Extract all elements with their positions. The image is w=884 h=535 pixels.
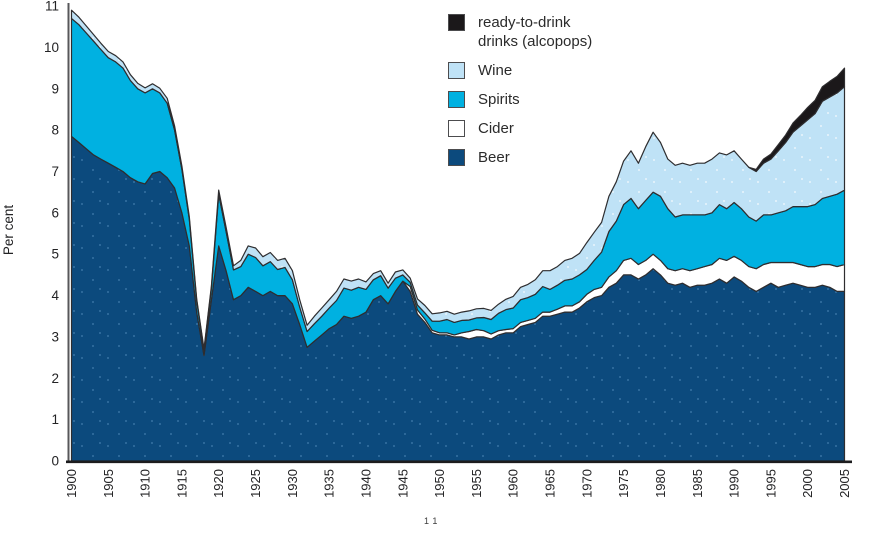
y-tick-label: 0 (51, 454, 59, 469)
rtd-swatch (448, 14, 465, 31)
legend-item-beer: Beer (448, 148, 648, 167)
y-axis-title: Per cent (1, 205, 16, 256)
x-tick-label: 1985 (690, 469, 705, 498)
beer-swatch (448, 149, 465, 166)
footnote-fragment: 11 (424, 516, 442, 526)
y-tick-label: 8 (51, 123, 59, 138)
legend-item-rtd: ready-to-drink drinks (alcopops) (448, 13, 648, 51)
x-tick-label: 1995 (763, 469, 778, 498)
cider-swatch (448, 120, 465, 137)
x-tick-label: 1955 (469, 469, 484, 498)
legend-item-cider: Cider (448, 119, 648, 138)
y-tick-label: 1 (51, 412, 59, 427)
x-tick-label: 1960 (506, 469, 521, 498)
legend-item-spirits: Spirits (448, 90, 648, 109)
x-tick-label: 1900 (64, 469, 79, 498)
x-tick-label: 1930 (285, 469, 300, 498)
legend-label-rtd: ready-to-drink drinks (alcopops) (478, 14, 593, 50)
x-tick-label: 1905 (101, 469, 116, 498)
y-tick-label: 7 (51, 164, 59, 179)
x-tick-label: 1920 (211, 469, 226, 498)
legend-label-beer: Beer (478, 149, 510, 166)
x-tick-label: 1940 (358, 469, 373, 498)
x-tick-labels: 1900 1905 1910 1915 1920 1925 1930 1935 1940 1945… (64, 469, 852, 498)
legend-label-wine: Wine (478, 62, 513, 79)
x-tick-label: 1925 (248, 469, 263, 498)
x-tick-label: 1935 (322, 469, 337, 498)
y-tick-label: 4 (51, 288, 59, 303)
y-tick-label: 5 (51, 247, 59, 262)
x-tick-label: 1950 (432, 469, 447, 498)
y-tick-label: 9 (51, 81, 59, 96)
legend-label-cider: Cider (478, 120, 514, 137)
y-tick-label: 6 (51, 205, 59, 220)
area-ready-to-drink-drinks-alcopops (748, 67, 846, 173)
y-tick-label: 2 (51, 371, 59, 386)
x-tick-label: 1970 (579, 469, 594, 498)
y-tick-label: 3 (51, 329, 59, 344)
area-wine (70, 9, 846, 351)
legend-label-spirits: Spirits (478, 91, 520, 108)
x-tick-label: 1990 (727, 469, 742, 498)
y-tick-labels: 0 1 2 3 4 5 6 7 8 9 10 11 (44, 0, 60, 469)
x-tick-label: 1910 (138, 469, 153, 498)
x-tick-label: 1980 (653, 469, 668, 498)
x-tick-label: 1975 (616, 469, 631, 498)
y-tick-label: 11 (45, 0, 59, 14)
chart-legend: ready-to-drink drinks (alcopops) Wine Sp… (448, 13, 648, 177)
spirits-swatch (448, 91, 465, 108)
legend-item-wine: Wine (448, 61, 648, 80)
x-tick-label: 1915 (174, 469, 189, 498)
wine-swatch (448, 62, 465, 79)
x-tick-label: 2000 (800, 469, 815, 498)
x-tick-label: 1965 (543, 469, 558, 498)
x-tick-label: 1945 (395, 469, 410, 498)
y-tick-label: 10 (44, 40, 59, 55)
x-tick-label: 2005 (837, 469, 852, 498)
